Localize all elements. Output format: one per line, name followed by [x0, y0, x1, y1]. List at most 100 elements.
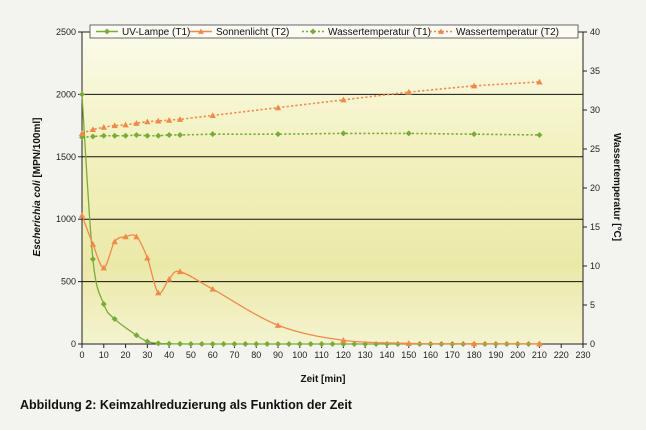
x-tick-label: 10	[99, 350, 109, 360]
data-point	[177, 340, 184, 347]
data-point	[275, 341, 282, 347]
data-point	[242, 341, 249, 347]
legend-label: UV-Lampe (T1)	[122, 27, 190, 38]
x-tick-label: 0	[79, 350, 84, 360]
data-point	[253, 341, 260, 347]
data-point	[470, 340, 478, 347]
data-point	[285, 341, 292, 347]
data-point	[89, 133, 96, 140]
data-point	[100, 264, 107, 271]
data-point	[209, 131, 216, 138]
data-point	[144, 338, 151, 345]
legend-label: Sonnenlicht (T2)	[216, 27, 289, 38]
data-point	[166, 131, 173, 138]
x-tick-label: 140	[379, 350, 394, 360]
data-point	[318, 341, 325, 347]
y2-tick-label: 0	[590, 339, 595, 349]
data-point	[133, 120, 140, 126]
data-point	[122, 121, 129, 128]
y2-axis-title: Wassertemperatur [°C]	[611, 133, 622, 241]
y2-tick-label: 15	[590, 222, 600, 232]
y-tick-label: 1000	[56, 214, 76, 224]
data-point	[100, 123, 107, 130]
series-2	[78, 212, 543, 347]
x-tick-label: 180	[467, 350, 482, 360]
figure-caption: Abbildung 2: Keimzahlreduzierung als Fun…	[20, 398, 352, 412]
data-point	[133, 131, 140, 138]
x-tick-label: 190	[488, 350, 503, 360]
chart: 0 500 1000 1500 2000 2500 0 5 10 15 20 25 30 35 40 0 1…	[32, 24, 622, 385]
data-point	[536, 131, 543, 138]
x-axis-title: Zeit [min]	[301, 374, 346, 385]
data-point	[111, 238, 118, 245]
data-point	[111, 122, 118, 129]
data-point	[405, 340, 412, 346]
data-point	[166, 340, 173, 347]
y-axis-title: Escherichia coli [MPN/100ml]	[32, 118, 43, 257]
y-tick-label: 2500	[56, 27, 76, 37]
y2-tick-label: 10	[590, 261, 600, 271]
y2-tick-label: 30	[590, 105, 600, 115]
legend-item: Sonnenlicht (T2)	[190, 27, 289, 38]
x-tick-label: 60	[208, 350, 218, 360]
data-point	[100, 301, 107, 308]
data-point	[274, 104, 282, 111]
data-point	[470, 82, 478, 89]
x-tick-label: 200	[510, 350, 525, 360]
grid-lines	[82, 93, 583, 283]
data-point	[165, 116, 173, 123]
x-tick-label: 210	[532, 350, 547, 360]
data-point	[536, 78, 543, 85]
data-point	[144, 118, 151, 125]
x-tick-label: 150	[401, 350, 416, 360]
data-point	[296, 341, 303, 347]
data-point	[122, 132, 129, 139]
x-tick-label: 160	[423, 350, 438, 360]
x-tick-label: 100	[292, 350, 307, 360]
data-point	[340, 337, 347, 343]
data-point	[340, 130, 347, 137]
data-point	[155, 289, 162, 296]
y-axis-title-italic: Escherichia coli	[32, 180, 43, 256]
data-point	[177, 131, 184, 138]
data-point	[438, 28, 444, 34]
x-tick-label: 90	[273, 350, 283, 360]
data-point	[275, 131, 282, 138]
series-3	[79, 130, 543, 141]
data-point	[198, 341, 205, 347]
series-layer	[78, 78, 543, 347]
x-tick-label: 50	[186, 350, 196, 360]
data-point	[340, 96, 347, 103]
y-axis-ticks: 0 500 1000 1500 2000 2500	[56, 27, 82, 349]
legend-label: Wassertemperatur (T2)	[456, 27, 559, 38]
data-point	[100, 132, 107, 139]
data-point	[274, 322, 282, 328]
x-tick-label: 70	[229, 350, 239, 360]
data-point	[89, 240, 97, 247]
data-point	[176, 116, 184, 122]
x-tick-label: 40	[164, 350, 174, 360]
x-tick-label: 120	[336, 350, 351, 360]
data-point	[198, 28, 204, 34]
x-tick-label: 20	[121, 350, 131, 360]
data-point	[165, 275, 173, 282]
y-tick-label: 500	[61, 277, 76, 287]
legend-label: Wassertemperatur (T1)	[328, 27, 431, 38]
y-tick-label: 0	[71, 339, 76, 349]
y2-tick-label: 20	[590, 183, 600, 193]
x-tick-label: 230	[575, 350, 590, 360]
data-point	[155, 340, 162, 347]
data-point	[155, 132, 162, 139]
plot-area	[81, 31, 584, 345]
data-point	[264, 341, 271, 347]
y-axis-title-rest: [MPN/100ml]	[32, 118, 43, 181]
data-point	[310, 28, 316, 35]
data-point	[405, 130, 412, 137]
data-point	[144, 132, 151, 139]
data-point	[78, 130, 86, 136]
data-point	[133, 233, 140, 240]
y2-tick-label: 5	[590, 300, 595, 310]
data-point	[79, 91, 85, 98]
data-point	[133, 332, 140, 339]
x-tick-label: 30	[142, 350, 152, 360]
